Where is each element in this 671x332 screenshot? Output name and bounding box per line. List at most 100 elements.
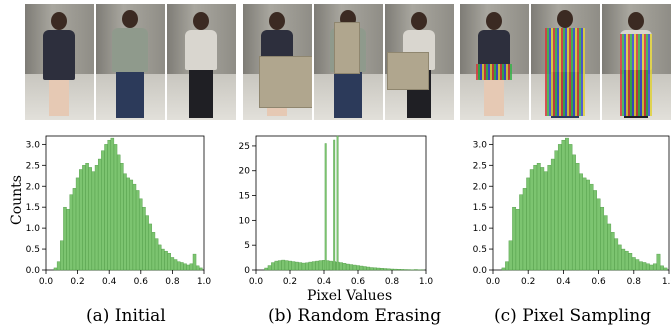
histogram-bar (174, 260, 177, 270)
histogram-bar (544, 172, 547, 270)
y-tick-label: 2.5 (26, 161, 40, 171)
histogram-bar (295, 262, 298, 270)
histogram-bar (187, 265, 190, 270)
histogram-bar (534, 165, 537, 270)
histogram-bar (548, 165, 551, 270)
person-image (25, 4, 94, 120)
histogram-bar (509, 241, 512, 270)
histogram-bar (353, 265, 356, 270)
histogram-bar (95, 165, 98, 270)
erased-patch (387, 52, 429, 90)
histogram-bar (161, 249, 164, 270)
histogram-bar (516, 209, 519, 270)
y-tick-label: 25 (239, 142, 250, 152)
y-tick-label: 10 (239, 216, 251, 226)
histogram-bar (346, 264, 349, 270)
sampled-pixel-region (476, 64, 512, 80)
photo-group-random-erasing (243, 4, 454, 120)
y-tick-label: 1.5 (26, 203, 40, 213)
histogram-bar (505, 262, 508, 270)
histogram-bar (108, 140, 111, 270)
histogram-bar (643, 262, 646, 270)
histogram-bar (625, 251, 628, 270)
histogram-bar (60, 241, 63, 270)
histogram-bar (70, 195, 73, 270)
histogram-bar (604, 216, 607, 270)
histogram-bar (632, 257, 635, 270)
x-tick-label: 1.0 (197, 277, 212, 287)
y-tick-label: 1.5 (473, 203, 487, 213)
histogram-pixel-sampling: 0.00.20.40.60.81.00.00.51.01.52.02.53.0 (459, 132, 671, 297)
histogram-bar (67, 209, 70, 270)
histogram-bar (127, 178, 130, 270)
histogram-bar (657, 254, 660, 270)
histogram-bar (590, 184, 593, 270)
histogram-spike (337, 136, 339, 270)
y-tick-label: 20 (239, 167, 251, 177)
histogram-bar (629, 253, 632, 270)
histogram-bar (149, 224, 152, 270)
x-tick-label: 0.8 (385, 277, 400, 287)
x-tick-label: 0.4 (102, 277, 117, 287)
histogram-bar (282, 260, 285, 270)
histogram-random-erasing: 0.0 0.2 0.4 0.6 0.8 1.00510152025 (226, 132, 434, 297)
histogram-bar (636, 260, 639, 270)
histogram-bar (165, 251, 168, 270)
histogram-bar (530, 170, 533, 271)
histogram-bar (660, 266, 663, 270)
histogram-bar (199, 268, 202, 270)
histogram-bar (171, 257, 174, 270)
histogram-bar (130, 180, 133, 270)
histogram-bar (312, 262, 315, 270)
histogram-bar (302, 263, 305, 270)
histogram-bar (401, 269, 404, 270)
histogram-bar (82, 165, 85, 270)
histogram-bar (133, 184, 136, 270)
histogram-bar (63, 207, 66, 270)
histogram-bar (576, 163, 579, 270)
histogram-bar (89, 167, 92, 270)
histogram-bar (329, 261, 332, 270)
histogram-bar (343, 263, 346, 270)
y-tick-label: 3.0 (26, 140, 41, 150)
histogram-bar (350, 265, 353, 270)
y-tick-label: 0.0 (26, 266, 41, 276)
histogram-bar (271, 263, 274, 270)
histogram-bar (180, 262, 183, 270)
histogram-bar (523, 188, 526, 270)
y-tick-label: 2.0 (473, 182, 488, 192)
histogram-bar (370, 268, 373, 270)
histogram-bar (622, 249, 625, 270)
histogram-bar (555, 151, 558, 270)
histogram-bar (316, 261, 319, 270)
histogram-bar (611, 232, 614, 270)
histogram-bar (583, 178, 586, 270)
histogram-bar (114, 144, 117, 270)
histogram-bar (360, 266, 363, 270)
person-image (96, 4, 165, 120)
histogram-bar (319, 261, 322, 270)
histogram-bar (98, 159, 101, 270)
y-tick-label: 3.0 (473, 140, 488, 150)
histogram-bar (537, 163, 540, 270)
x-tick-label: 1.0 (419, 277, 434, 287)
x-tick-label: 0.6 (134, 277, 149, 287)
histogram-bar (168, 253, 171, 270)
histogram-bar (152, 232, 155, 270)
x-tick-label: 0.2 (283, 277, 297, 287)
x-tick-label: 0.8 (627, 277, 642, 287)
histogram-bar (541, 167, 544, 270)
histogram-spike (325, 143, 327, 270)
histogram-bar (339, 263, 342, 270)
photo-group-initial (25, 4, 236, 120)
y-tick-label: 2.5 (473, 161, 487, 171)
person-image (167, 4, 236, 120)
y-tick-label: 1.0 (473, 224, 488, 234)
histogram-bar (101, 151, 104, 270)
x-tick-label: 0.8 (165, 277, 180, 287)
histogram-bar (117, 155, 120, 270)
histogram-bar (73, 188, 76, 270)
y-tick-label: 2.0 (26, 182, 41, 192)
sampled-pixel-region (620, 34, 652, 116)
histogram-bar (363, 267, 366, 270)
